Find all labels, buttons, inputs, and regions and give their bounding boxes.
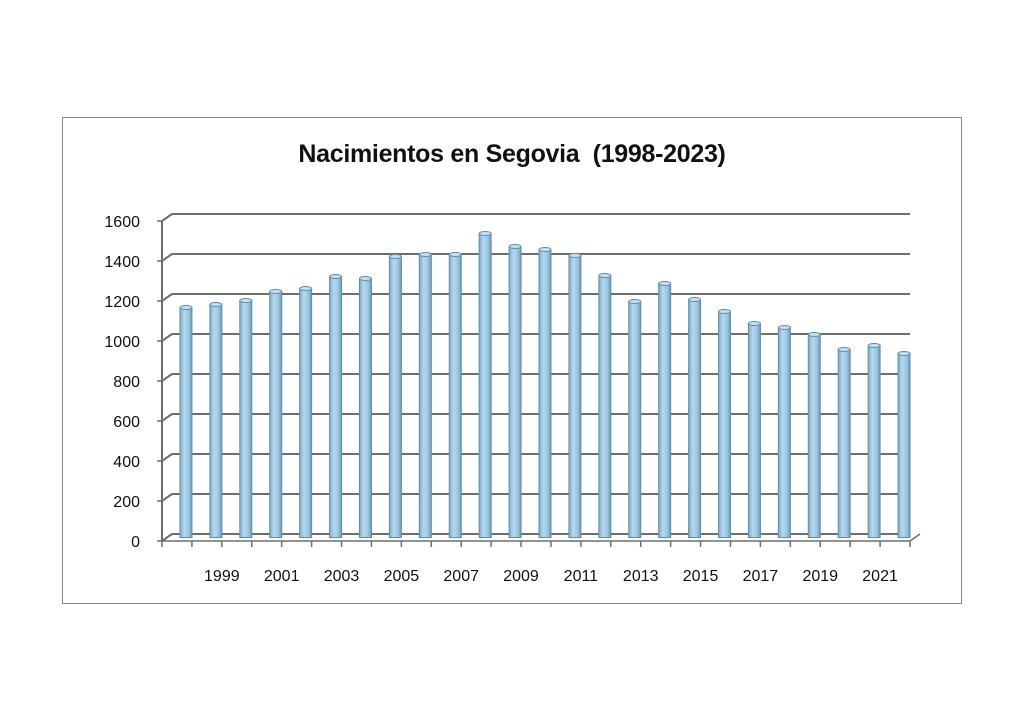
x-tick-label: 2013 (623, 568, 659, 585)
bar-cap-2012 (598, 273, 612, 278)
x-tick-label: 2015 (683, 568, 719, 585)
y-tick-label: 1600 (104, 214, 140, 231)
gridline (161, 253, 910, 262)
bar-2000 (239, 300, 253, 538)
bar-2013 (628, 301, 642, 538)
bar-cap-2017 (747, 321, 761, 326)
x-tick-label: 1999 (204, 568, 240, 585)
bar-2011 (568, 255, 582, 538)
bar-cap-2010 (538, 247, 552, 252)
y-tick-label: 1200 (104, 294, 140, 311)
bar-cap-2014 (658, 281, 672, 286)
bar-cap-2001 (269, 289, 283, 294)
bar-2004 (358, 278, 372, 538)
y-tick-label: 600 (113, 414, 140, 431)
bar-2009 (508, 246, 522, 538)
bar-cap-1999 (209, 302, 223, 307)
bar-cap-2007 (448, 252, 462, 257)
bar-2002 (299, 288, 313, 538)
bar-2018 (777, 327, 791, 538)
bar-2019 (807, 334, 821, 538)
x-tick-label: 2005 (384, 568, 420, 585)
bar-cap-2006 (418, 252, 432, 257)
y-tick-label: 200 (113, 494, 140, 511)
y-tick-label: 800 (113, 374, 140, 391)
bar-2021 (867, 345, 881, 538)
bar-2010 (538, 249, 552, 538)
x-tick-label: 2009 (503, 568, 539, 585)
bar-cap-1998 (179, 305, 193, 310)
bar-2008 (478, 233, 492, 538)
y-tick-label: 1000 (104, 334, 140, 351)
y-tick-label: 400 (113, 454, 140, 471)
bar-cap-2008 (478, 231, 492, 236)
bar-cap-2005 (388, 254, 402, 259)
x-tick-label: 2007 (443, 568, 479, 585)
bar-2016 (718, 311, 732, 538)
y-tick-label: 1400 (104, 254, 140, 271)
x-tick-label: 2003 (324, 568, 360, 585)
bar-2005 (388, 256, 402, 538)
bar-1999 (209, 304, 223, 538)
bar-cap-2002 (299, 286, 313, 291)
bar-2003 (329, 276, 343, 538)
bar-2017 (747, 323, 761, 538)
chart-title: Nacimientos en Segovia (1998-2023) (298, 140, 726, 168)
bar-2020 (837, 349, 851, 538)
bar-cap-2003 (329, 274, 343, 279)
x-tick-label: 2021 (862, 568, 898, 585)
gridline (161, 213, 910, 222)
bar-cap-2009 (508, 244, 522, 249)
bar-cap-2021 (867, 343, 881, 348)
bar-cap-2020 (837, 347, 851, 352)
bar-cap-2000 (239, 298, 253, 303)
bar-cap-2015 (688, 297, 702, 302)
x-tick-label: 2001 (264, 568, 300, 585)
bar-cap-2016 (718, 309, 732, 314)
bar-cap-2018 (777, 325, 791, 330)
y-tick-label: 0 (131, 534, 140, 551)
x-tick-label: 2011 (564, 568, 599, 585)
bar-2012 (598, 275, 612, 538)
bar-2006 (418, 254, 432, 538)
bar-cap-2022 (897, 351, 911, 356)
bar-cap-2011 (568, 253, 582, 258)
bar-2007 (448, 254, 462, 538)
bar-cap-2019 (807, 332, 821, 337)
bar-cap-2004 (358, 276, 372, 281)
bar-2014 (658, 283, 672, 538)
bar-2001 (269, 291, 283, 538)
bar-1998 (179, 307, 193, 538)
bar-2022 (897, 353, 911, 538)
bar-cap-2013 (628, 299, 642, 304)
bar-2015 (688, 299, 702, 538)
chart-frame (62, 117, 962, 604)
x-tick-label: 2019 (802, 568, 838, 585)
x-tick-label: 2017 (743, 568, 779, 585)
